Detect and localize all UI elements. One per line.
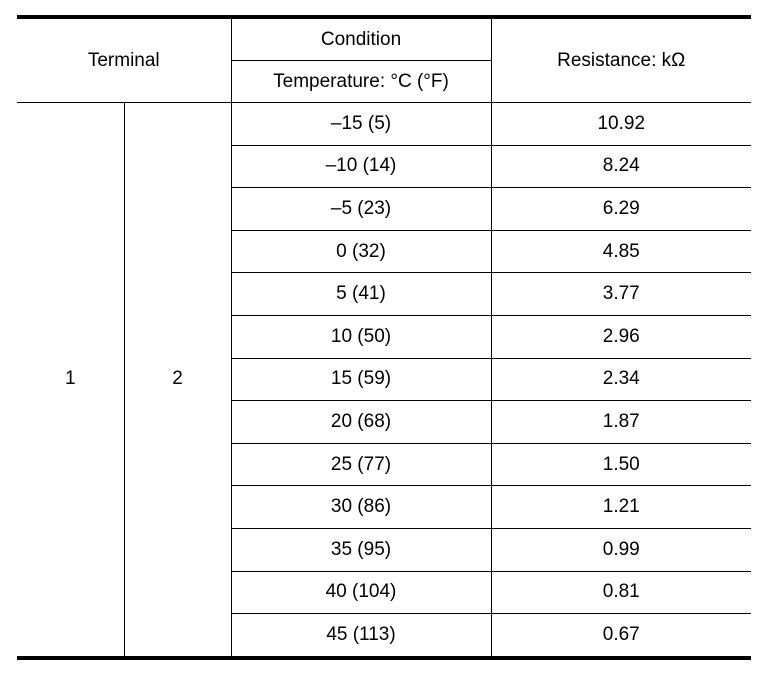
resistance-cell: 2.96 — [490, 314, 751, 359]
resistance-cell: 8.24 — [490, 144, 751, 189]
header-row-bottom: Temperature: °C (°F) — [17, 60, 751, 103]
table-body: 1 2 –15 (5) 10.92 –10 (14) 8.24 –5 (23) … — [17, 101, 751, 659]
resistance-cell: 1.50 — [490, 442, 751, 487]
terminal-positive-cell: 1 — [17, 101, 125, 659]
temperature-cell: –10 (14) — [231, 144, 492, 189]
temperature-cell: 40 (104) — [231, 570, 492, 615]
resistance-cell: 1.21 — [490, 485, 751, 529]
temperature-cell: 10 (50) — [231, 314, 492, 359]
resistance-cell: 0.67 — [490, 613, 751, 658]
resistance-cell: 0.99 — [490, 527, 751, 572]
resistance-cell: 6.29 — [490, 187, 751, 231]
table-header: Terminal Condition Resistance: kΩ Temper… — [17, 17, 751, 103]
table-row: 30 (86) 1.21 — [17, 485, 751, 529]
table-row: –10 (14) 8.24 — [17, 144, 751, 189]
temperature-cell: 15 (59) — [231, 357, 492, 402]
table-row: 5 (41) 3.77 — [17, 272, 751, 316]
temperature-cell: 5 (41) — [231, 272, 492, 316]
temperature-cell: –5 (23) — [231, 187, 492, 231]
terminal-header: Terminal — [17, 17, 232, 103]
temperature-cell: 45 (113) — [231, 613, 492, 658]
table-row: 20 (68) 1.87 — [17, 400, 751, 444]
temperature-header: Temperature: °C (°F) — [231, 60, 491, 103]
resistance-cell: 0.81 — [490, 570, 751, 615]
resistance-spec-table: Terminal Condition Resistance: kΩ Temper… — [17, 15, 751, 660]
resistance-cell: 10.92 — [490, 102, 751, 146]
temperature-cell: 35 (95) — [231, 527, 492, 572]
resistance-cell: 2.34 — [490, 357, 751, 402]
temperature-cell: –15 (5) — [230, 102, 492, 146]
table-row: 35 (95) 0.99 — [17, 527, 751, 572]
temperature-cell: 20 (68) — [231, 400, 492, 444]
resistance-cell: 3.77 — [490, 272, 751, 316]
table-row: 45 (113) 0.67 — [17, 613, 751, 658]
temperature-cell: 25 (77) — [231, 442, 492, 487]
resistance-cell: 4.85 — [490, 229, 751, 274]
temperature-cell: 0 (32) — [231, 229, 492, 274]
condition-header: Condition — [230, 17, 492, 61]
resistance-cell: 1.87 — [490, 400, 751, 444]
table-row: 1 2 –15 (5) 10.92 — [17, 101, 751, 659]
table-row: 25 (77) 1.50 — [17, 442, 751, 487]
terminal-negative-cell: 2 — [123, 101, 232, 659]
temperature-cell: 30 (86) — [231, 485, 492, 529]
table-row: 10 (50) 2.96 — [17, 314, 751, 359]
resistance-header: Resistance: kΩ — [490, 17, 751, 103]
header-row-top: Terminal Condition Resistance: kΩ — [17, 17, 751, 103]
